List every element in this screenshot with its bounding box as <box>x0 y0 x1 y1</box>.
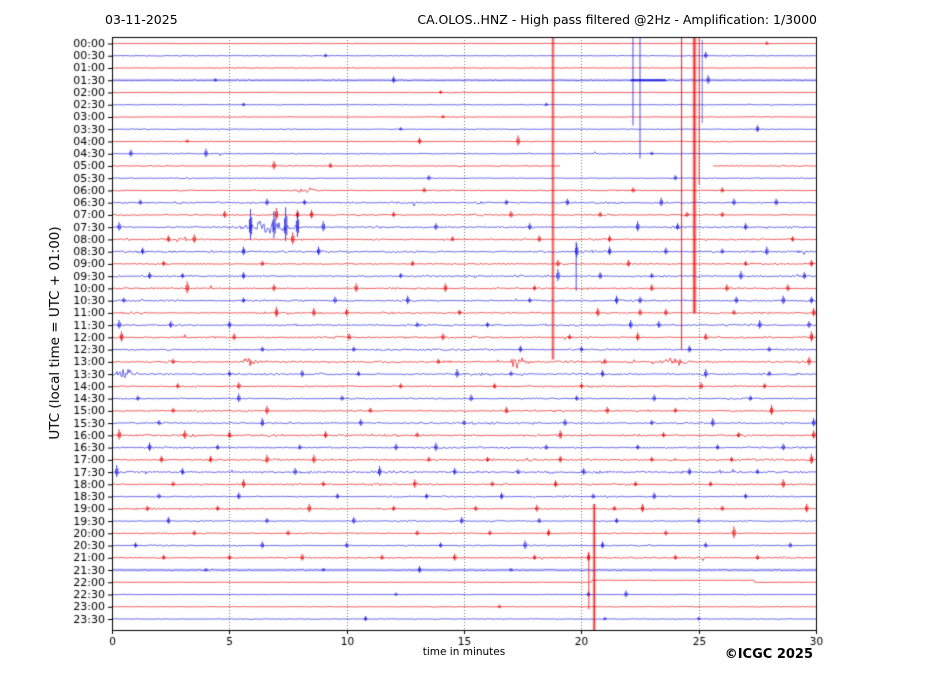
y-axis-label: UTC (local time = UTC + 01:00) <box>47 226 63 440</box>
plot-date: 03-11-2025 <box>105 12 178 27</box>
x-axis-label: time in minutes <box>422 646 506 658</box>
copyright-credit: ©ICGC 2025 <box>724 647 813 662</box>
plot-title: CA.OLOS..HNZ - High pass filtered @2Hz -… <box>417 12 817 27</box>
